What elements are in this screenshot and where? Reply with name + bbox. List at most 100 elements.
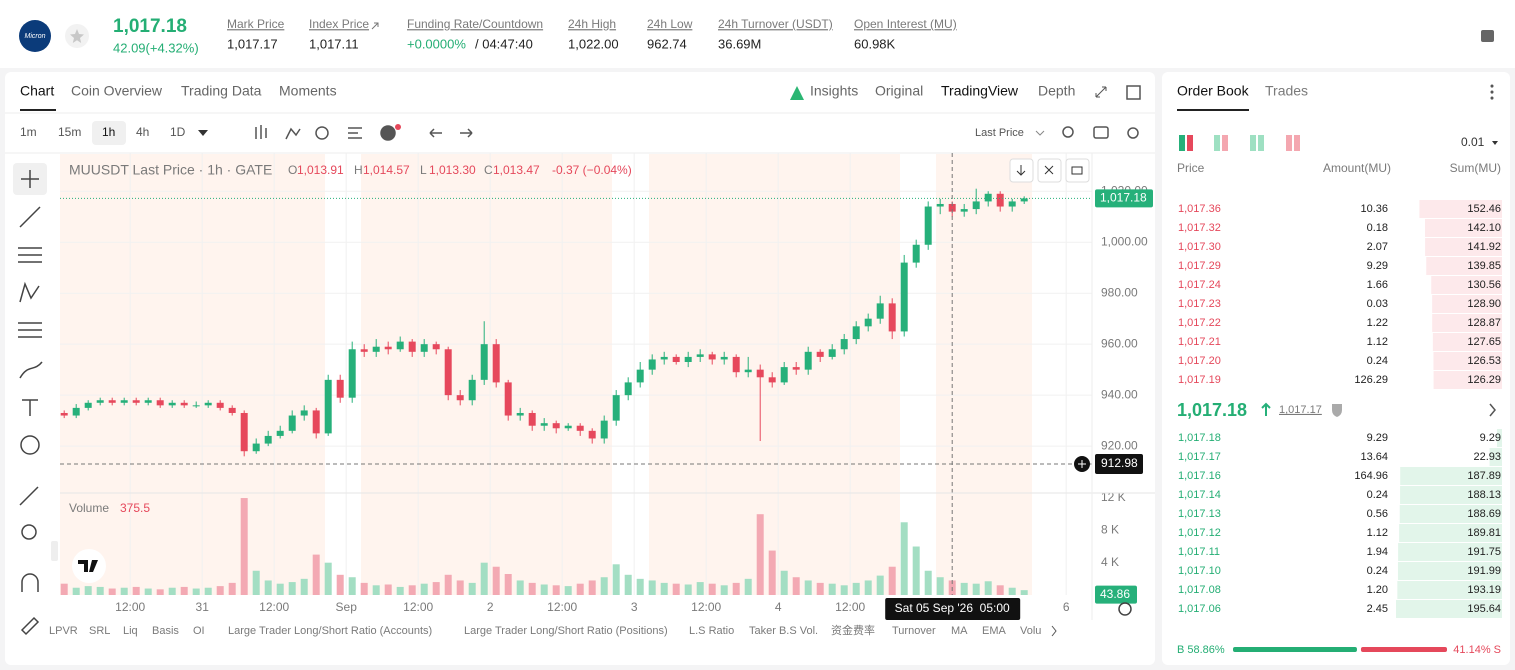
pattern-tool[interactable]: [19, 281, 40, 303]
indicator[interactable]: L.S Ratio: [689, 625, 734, 637]
ob-price[interactable]: 1,017.10: [1178, 565, 1221, 577]
indicator[interactable]: Large Trader Long/Short Ratio (Accounts): [228, 625, 432, 637]
ob-tab[interactable]: Order Book: [1177, 83, 1250, 99]
ob-price[interactable]: 1,017.19: [1178, 374, 1221, 386]
ob-icon[interactable]: [1214, 135, 1220, 151]
line-tool[interactable]: [19, 206, 41, 228]
indicator[interactable]: EMA: [982, 625, 1007, 637]
candle-body: [300, 410, 308, 416]
indicator[interactable]: Basis: [152, 625, 179, 637]
ob-price[interactable]: 1,017.06: [1178, 603, 1221, 615]
interval[interactable]: 1h: [102, 125, 115, 139]
ohlc-label: C: [484, 163, 493, 177]
interval[interactable]: 4h: [136, 125, 149, 139]
window-icon[interactable]: [1126, 85, 1141, 100]
ob-price[interactable]: 1,017.21: [1178, 336, 1221, 348]
view-tab[interactable]: Original: [875, 83, 923, 99]
ob-price[interactable]: 1,017.18: [1178, 432, 1221, 444]
indicator[interactable]: Taker B.S Vol.: [749, 625, 818, 637]
template-icon[interactable]: [348, 127, 362, 139]
add-icon[interactable]: [380, 125, 396, 141]
settings-icon[interactable]: [1127, 127, 1139, 139]
chart-tab[interactable]: Trading Data: [181, 83, 262, 99]
emoji-tool[interactable]: [20, 435, 40, 455]
expand-icon[interactable]: [1095, 86, 1107, 98]
indicator[interactable]: LPVR: [49, 625, 78, 637]
candle-body: [828, 349, 836, 357]
price-source[interactable]: Last Price: [975, 127, 1024, 139]
ob-price[interactable]: 1,017.14: [1178, 489, 1221, 501]
indicator[interactable]: Liq: [123, 625, 138, 637]
text-tool[interactable]: [22, 399, 38, 416]
indicator[interactable]: OI: [193, 625, 205, 637]
indicator[interactable]: Volu: [1020, 625, 1041, 637]
ob-price[interactable]: 1,017.23: [1178, 298, 1221, 310]
interval[interactable]: 1m: [20, 125, 37, 139]
ob-price[interactable]: 1,017.22: [1178, 317, 1221, 329]
collapse-handle[interactable]: [51, 541, 58, 561]
ob-price[interactable]: 1,017.12: [1178, 527, 1221, 539]
caret[interactable]: [1492, 141, 1498, 145]
indicator[interactable]: Turnover: [892, 625, 936, 637]
replay-icon[interactable]: [315, 126, 329, 140]
axis-settings[interactable]: [1118, 602, 1132, 616]
chart-tab[interactable]: Coin Overview: [71, 83, 163, 99]
volume-bar: [300, 578, 308, 595]
ob-tab[interactable]: Trades: [1265, 83, 1308, 99]
chart-tab[interactable]: Chart: [20, 83, 54, 99]
ob-price[interactable]: 1,017.17: [1178, 451, 1221, 463]
pen-tool[interactable]: [20, 616, 40, 636]
ob-price[interactable]: 1,017.11: [1178, 546, 1220, 558]
camera-icon[interactable]: [1093, 126, 1109, 139]
interval[interactable]: 1D: [170, 125, 186, 139]
ob-price[interactable]: 1,017.30: [1178, 241, 1221, 253]
panel-icon[interactable]: [1481, 30, 1494, 42]
chart-tab[interactable]: Moments: [279, 83, 337, 99]
ob-price[interactable]: 1,017.24: [1178, 279, 1221, 291]
ob-icon[interactable]: [1258, 135, 1264, 151]
indicator-icon[interactable]: [285, 127, 301, 140]
redo-icon[interactable]: [460, 128, 473, 138]
ob-icon[interactable]: [1286, 135, 1292, 151]
ob-icon[interactable]: [1187, 135, 1193, 151]
indicator[interactable]: 资金费率: [831, 623, 875, 637]
ob-icon[interactable]: [1179, 135, 1185, 151]
reset-button[interactable]: [1065, 158, 1090, 183]
candle-body: [780, 367, 788, 383]
ob-icon[interactable]: [1222, 135, 1228, 151]
chevron[interactable]: [1489, 403, 1496, 417]
indicator[interactable]: MA: [951, 625, 968, 637]
magnet-tool[interactable]: [21, 573, 39, 592]
candle-body: [264, 435, 272, 444]
ob-price[interactable]: 1,017.13: [1178, 508, 1221, 520]
fib-tool[interactable]: [18, 322, 42, 338]
view-tab[interactable]: Depth: [1038, 83, 1075, 99]
volume-bar: [732, 582, 740, 595]
caret[interactable]: [198, 130, 208, 136]
crosshair-tool[interactable]: [21, 170, 39, 188]
precision[interactable]: 0.01: [1461, 135, 1485, 149]
ob-price[interactable]: 1,017.32: [1178, 222, 1221, 234]
view-tab[interactable]: Insights: [810, 83, 858, 99]
ob-price[interactable]: 1,017.29: [1178, 260, 1221, 272]
candle-icon[interactable]: [255, 125, 267, 139]
indicator[interactable]: SRL: [89, 625, 110, 637]
ruler-tool[interactable]: [19, 486, 39, 506]
search-icon[interactable]: [1062, 126, 1074, 138]
ob-icon[interactable]: [1294, 135, 1300, 151]
ob-price[interactable]: 1,017.36: [1178, 203, 1221, 215]
ob-icon[interactable]: [1250, 135, 1256, 151]
view-tab[interactable]: TradingView: [941, 83, 1019, 99]
undo-icon[interactable]: [429, 128, 442, 138]
channel-tool[interactable]: [18, 247, 42, 263]
ob-price[interactable]: 1,017.20: [1178, 355, 1221, 367]
interval[interactable]: 15m: [58, 125, 81, 139]
zoom-tool[interactable]: [21, 524, 37, 540]
ob-price[interactable]: 1,017.08: [1178, 584, 1221, 596]
scroll-right[interactable]: [1051, 625, 1057, 637]
caret[interactable]: [1035, 130, 1045, 136]
ob-price[interactable]: 1,017.16: [1178, 470, 1221, 482]
brush-tool[interactable]: [19, 361, 43, 379]
indicator[interactable]: Large Trader Long/Short Ratio (Positions…: [464, 625, 668, 637]
volume-bar: [288, 582, 296, 595]
